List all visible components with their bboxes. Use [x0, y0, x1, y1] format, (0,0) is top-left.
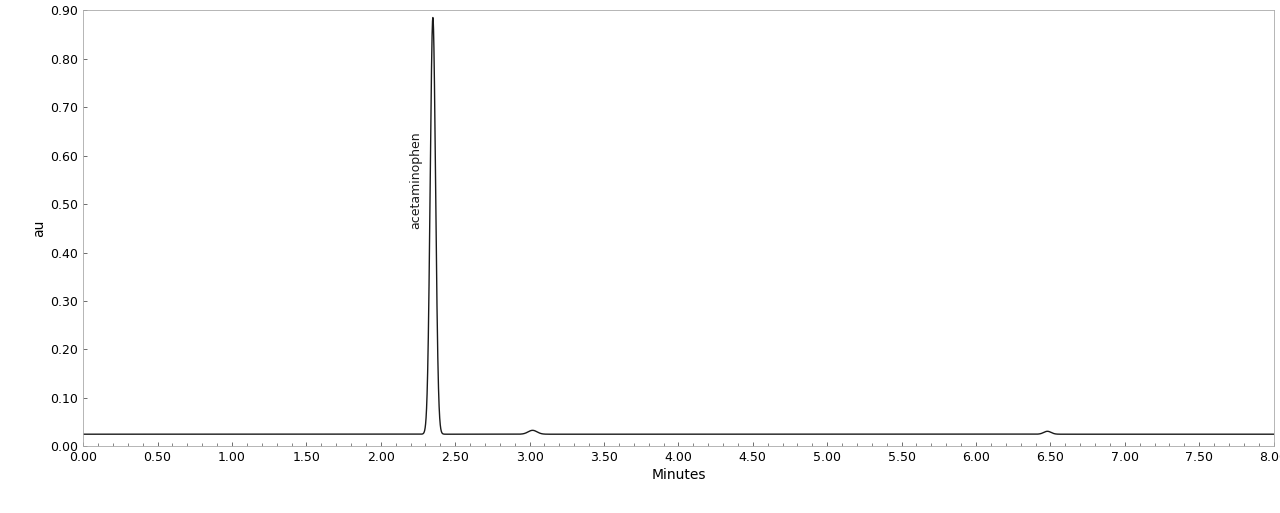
- Y-axis label: au: au: [32, 220, 46, 237]
- Text: acetaminophen: acetaminophen: [410, 131, 422, 229]
- X-axis label: Minutes: Minutes: [652, 468, 705, 482]
